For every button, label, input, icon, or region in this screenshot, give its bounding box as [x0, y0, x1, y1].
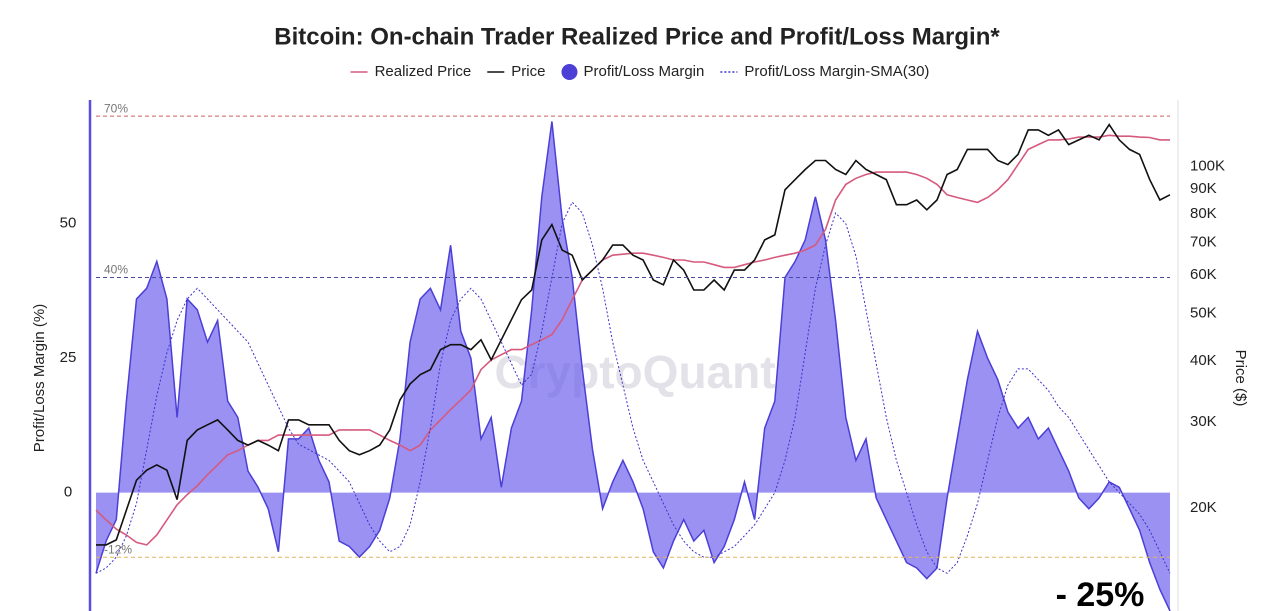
legend-symbol: [561, 64, 578, 80]
reference-label: -12%: [104, 542, 132, 556]
reference-label: 40%: [104, 263, 128, 277]
y2-tick-label: 60K: [1190, 266, 1217, 283]
plot-area: [95, 115, 1171, 611]
y2-tick-label: 40K: [1190, 352, 1217, 369]
y2-tick-label: 80K: [1190, 205, 1217, 222]
y2-tick-label: 70K: [1190, 233, 1217, 250]
y2-tick-label: 50K: [1190, 305, 1217, 322]
price-line: [96, 123, 1171, 546]
annotation: - 25%: [1056, 576, 1145, 611]
legend-label: Profit/Loss Margin-SMA(30): [744, 63, 929, 80]
margin-line: [95, 121, 1171, 611]
y-tick-label: 0: [64, 484, 72, 501]
reference-label: 70%: [104, 101, 128, 115]
y2-tick-label: 30K: [1190, 413, 1217, 430]
price-line: [95, 134, 1170, 546]
y-tick-label: 50: [60, 215, 77, 232]
y2-tick-label: 100K: [1190, 158, 1225, 175]
y-tick-label: 25: [60, 349, 77, 366]
legend-label: Realized Price: [375, 63, 472, 80]
sma-line: [95, 201, 1171, 574]
chart-title: Bitcoin: On-chain Trader Realized Price …: [274, 23, 1000, 50]
legend: Realized Price Price Profit/Loss Margin Pro…: [350, 63, 929, 80]
legend-label: Price: [511, 63, 545, 80]
y2-tick-label: 90K: [1190, 180, 1217, 197]
y2-axis-label: Price ($): [1232, 350, 1249, 407]
y2-tick-label: 20K: [1190, 499, 1217, 516]
legend-label: Profit/Loss Margin: [583, 63, 704, 80]
y-axis-label: Profit/Loss Margin (%): [31, 304, 48, 452]
